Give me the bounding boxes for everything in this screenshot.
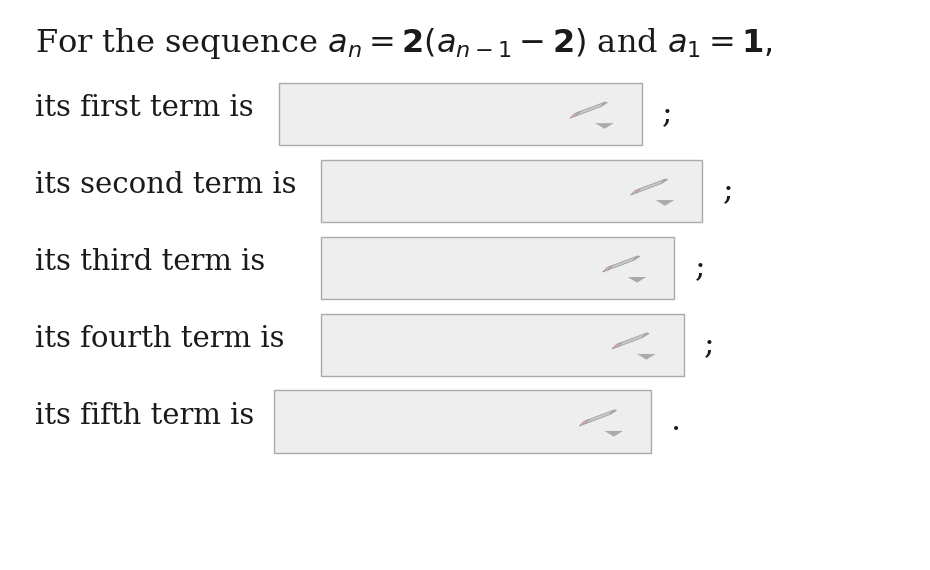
Bar bbox=[321, 314, 684, 376]
Bar bbox=[321, 237, 674, 299]
Polygon shape bbox=[661, 179, 668, 184]
Polygon shape bbox=[610, 410, 617, 414]
Bar bbox=[321, 160, 702, 222]
Polygon shape bbox=[584, 410, 615, 424]
Polygon shape bbox=[643, 333, 649, 337]
Polygon shape bbox=[570, 112, 580, 118]
Polygon shape bbox=[631, 189, 641, 195]
Polygon shape bbox=[607, 256, 638, 270]
Text: its third term is: its third term is bbox=[35, 248, 266, 276]
Bar bbox=[279, 83, 642, 145]
Polygon shape bbox=[604, 431, 623, 437]
Polygon shape bbox=[601, 102, 607, 107]
Polygon shape bbox=[637, 354, 656, 360]
Polygon shape bbox=[595, 123, 614, 129]
Polygon shape bbox=[612, 343, 622, 349]
Polygon shape bbox=[579, 420, 590, 426]
Text: ;: ; bbox=[704, 329, 715, 360]
Polygon shape bbox=[575, 102, 605, 116]
Text: ;: ; bbox=[723, 176, 734, 206]
Polygon shape bbox=[633, 256, 640, 260]
Text: its fifth term is: its fifth term is bbox=[35, 402, 255, 430]
Text: its first term is: its first term is bbox=[35, 94, 254, 123]
Text: ;: ; bbox=[662, 99, 673, 129]
Text: .: . bbox=[671, 406, 682, 437]
Text: its fourth term is: its fourth term is bbox=[35, 325, 285, 353]
Bar bbox=[274, 390, 651, 453]
Polygon shape bbox=[628, 277, 646, 283]
Polygon shape bbox=[603, 266, 613, 272]
Polygon shape bbox=[635, 179, 666, 193]
Text: ;: ; bbox=[695, 253, 706, 283]
Text: its second term is: its second term is bbox=[35, 171, 297, 200]
Text: For the sequence $a_n = \mathbf{2}(a_{n-1} - \mathbf{2})$ and $a_1 = \mathbf{1},: For the sequence $a_n = \mathbf{2}(a_{n-… bbox=[35, 26, 773, 60]
Polygon shape bbox=[656, 200, 674, 206]
Polygon shape bbox=[617, 333, 647, 347]
